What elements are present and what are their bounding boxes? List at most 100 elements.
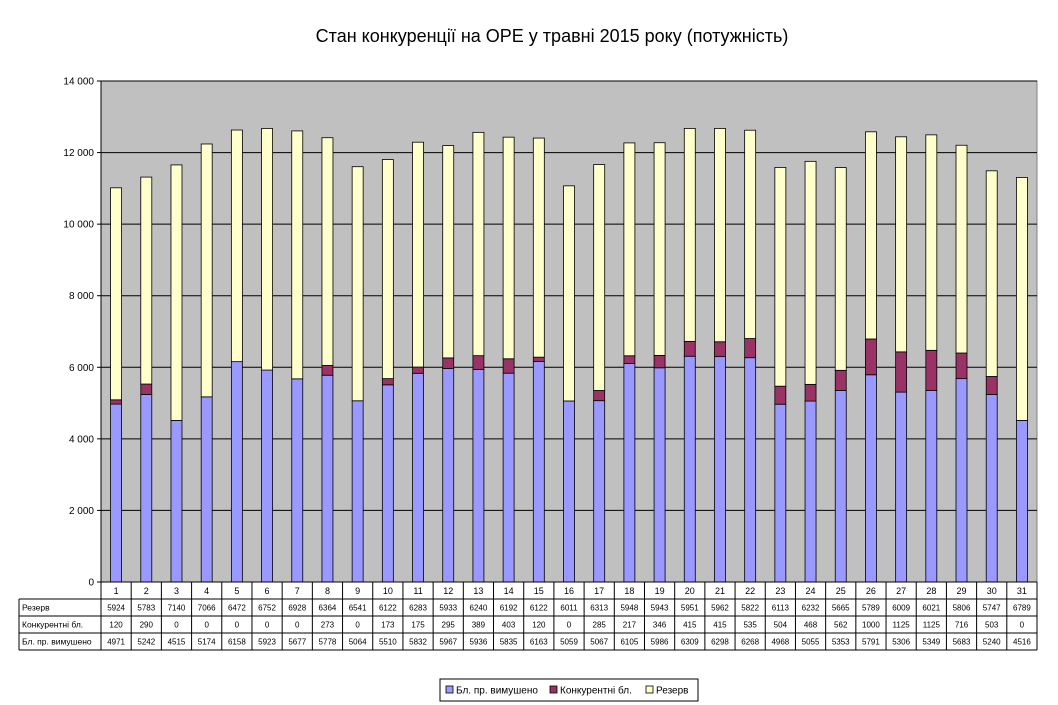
bar-segment — [653, 142, 666, 356]
data-label: 6122 — [530, 604, 548, 613]
data-label: 6283 — [409, 604, 427, 613]
bar-segment — [623, 363, 636, 583]
x-tick-label: 14 — [504, 586, 514, 596]
bar-segment — [985, 394, 998, 583]
x-tick-label: 20 — [685, 586, 695, 596]
legend-label: Бл. пр. вимушено — [456, 686, 538, 697]
data-label: 1125 — [923, 621, 941, 630]
x-tick-label: 9 — [355, 586, 360, 596]
plot-area: 0 2 000 4 000 6 000 8 000 10 000 12 000 14 000 — [63, 77, 1038, 589]
y-tick-label: 12 000 — [63, 148, 94, 159]
bar-segment — [381, 384, 394, 583]
data-label: 5948 — [620, 604, 638, 613]
x-tick-label: 7 — [295, 586, 300, 596]
data-label: 0 — [174, 621, 179, 630]
bar-segment — [321, 137, 334, 366]
data-label: 6240 — [470, 604, 488, 613]
bar-segment — [895, 351, 908, 393]
data-label: 6268 — [741, 638, 759, 647]
data-label: 5665 — [832, 604, 850, 613]
data-label: 5683 — [953, 638, 971, 647]
data-label: 6928 — [288, 604, 306, 613]
bar-segment — [714, 356, 726, 583]
bar-segment — [804, 383, 817, 402]
data-label: 389 — [472, 621, 486, 630]
x-tick-label: 29 — [957, 586, 967, 596]
bar-segment — [442, 357, 455, 369]
data-label: 6113 — [772, 604, 790, 613]
bar-segment — [1016, 177, 1028, 421]
bar-segment — [502, 372, 515, 583]
bar-segment — [895, 391, 908, 583]
bar-segment — [774, 403, 787, 583]
bar-segment — [895, 136, 908, 353]
y-tick-label: 0 — [88, 578, 94, 589]
bar-segment — [714, 128, 726, 343]
bar-segment — [532, 356, 545, 362]
bar-segment — [140, 383, 153, 395]
data-label: 5967 — [439, 638, 457, 647]
bar-segment — [321, 365, 334, 376]
bar-segment — [321, 374, 334, 583]
x-tick-label: 15 — [534, 586, 544, 596]
x-tick-label: 1 — [114, 586, 119, 596]
table-row-label: Бл. пр. вимушено — [22, 637, 92, 647]
x-tick-label: 4 — [204, 586, 209, 596]
data-label: 6364 — [319, 604, 337, 613]
bar-segment — [744, 129, 757, 339]
data-label: 5924 — [107, 604, 125, 613]
bar-segment — [502, 358, 515, 374]
y-tick-label: 14 000 — [63, 77, 94, 88]
bar-segment — [744, 338, 757, 359]
data-label: 504 — [774, 621, 788, 630]
data-label: 468 — [804, 621, 818, 630]
x-tick-label: 6 — [265, 586, 270, 596]
data-label: 5064 — [349, 638, 367, 647]
x-tick-label: 24 — [806, 586, 816, 596]
bar-segment — [200, 396, 213, 583]
data-label: 5510 — [379, 638, 397, 647]
data-label: 5783 — [137, 604, 155, 613]
y-tick-label: 10 000 — [63, 220, 94, 231]
bar-segment — [623, 355, 636, 364]
data-label: 6192 — [500, 604, 518, 613]
y-tick-label: 8 000 — [69, 291, 94, 302]
data-label: 6298 — [711, 638, 729, 647]
data-label: 5306 — [892, 638, 910, 647]
x-tick-label: 26 — [866, 586, 876, 596]
bar-segment — [261, 369, 273, 583]
bar-segment — [230, 129, 243, 363]
x-tick-label: 8 — [325, 586, 330, 596]
data-label: 6011 — [560, 604, 578, 613]
bar-segment — [381, 378, 394, 386]
legend-swatch — [549, 685, 558, 694]
bar-segment — [291, 378, 304, 583]
bar-segment — [563, 400, 575, 583]
bar-segment — [865, 131, 877, 340]
bar-segment — [653, 367, 666, 583]
data-label: 716 — [955, 621, 969, 630]
data-label: 6752 — [258, 604, 276, 613]
data-label: 6541 — [349, 604, 367, 613]
bar-segment — [714, 341, 726, 358]
bar-segment — [955, 352, 968, 380]
data-label: 5174 — [198, 638, 216, 647]
data-label: 5986 — [651, 638, 669, 647]
data-label: 273 — [321, 621, 335, 630]
bar-segment — [774, 385, 787, 405]
data-label: 0 — [235, 621, 240, 630]
data-label: 4968 — [771, 638, 789, 647]
data-label: 503 — [985, 621, 999, 630]
data-label: 6105 — [620, 638, 638, 647]
legend-label: Резерв — [656, 686, 688, 697]
legend-label: Конкурентні бл. — [560, 685, 632, 697]
x-tick-label: 25 — [836, 586, 846, 596]
bar-segment — [170, 420, 183, 583]
x-tick-label: 27 — [896, 586, 906, 596]
data-label: 173 — [381, 621, 395, 630]
bar-segment — [230, 361, 243, 583]
bar-segment — [593, 390, 606, 402]
y-tick-label: 2 000 — [69, 506, 94, 517]
data-label: 217 — [623, 621, 637, 630]
x-tick-label: 3 — [174, 586, 179, 596]
